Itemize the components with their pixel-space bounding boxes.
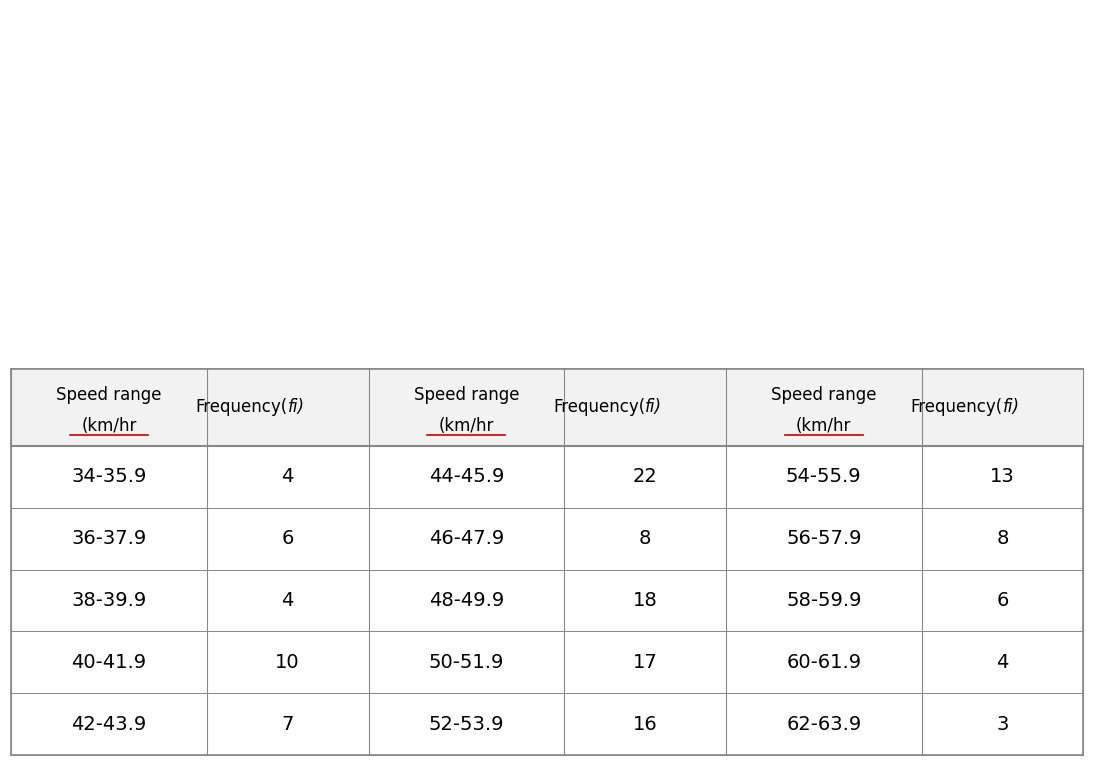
Text: 62-63.9: 62-63.9 [786,714,861,734]
Text: 22: 22 [632,467,658,486]
Text: 40-41.9: 40-41.9 [71,653,146,672]
Text: Speed range: Speed range [56,385,162,404]
Text: Frequency(: Frequency( [910,399,1003,416]
Text: 46-47.9: 46-47.9 [429,529,504,548]
Text: 4: 4 [281,591,294,610]
Text: 13: 13 [990,467,1015,486]
Text: 8: 8 [996,529,1009,548]
Text: (km/hr: (km/hr [796,417,851,435]
Text: 60-61.9: 60-61.9 [786,653,861,672]
Text: 18: 18 [632,591,658,610]
Text: (km/hr: (km/hr [82,417,136,435]
Text: 8: 8 [639,529,651,548]
Text: 56-57.9: 56-57.9 [786,529,861,548]
Text: Frequency(: Frequency( [553,399,645,416]
Text: 6: 6 [996,591,1009,610]
Text: 38-39.9: 38-39.9 [71,591,146,610]
Text: 34-35.9: 34-35.9 [71,467,146,486]
Text: Q/ In the vehicle speed test, the results are
given in the table below: Find
1. : Q/ In the vehicle speed test, the result… [28,18,689,204]
Text: 44-45.9: 44-45.9 [429,467,504,486]
Text: 16: 16 [632,714,658,734]
Text: fi): fi) [1003,399,1020,416]
Text: 42-43.9: 42-43.9 [71,714,146,734]
Text: Frequency(: Frequency( [195,399,288,416]
Text: fi): fi) [645,399,662,416]
Text: 36-37.9: 36-37.9 [71,529,146,548]
Text: 4: 4 [281,467,294,486]
Text: 6: 6 [281,529,294,548]
Text: 50-51.9: 50-51.9 [429,653,504,672]
Text: Speed range: Speed range [413,385,519,404]
Text: 48-49.9: 48-49.9 [429,591,504,610]
Text: (km/hr: (km/hr [439,417,494,435]
Bar [11,368,1083,446]
Text: 3: 3 [996,714,1009,734]
Text: Speed range: Speed range [771,385,877,404]
Text: 10: 10 [275,653,300,672]
Text: 4: 4 [996,653,1009,672]
Text: 7: 7 [281,714,294,734]
Text: fi): fi) [288,399,305,416]
Text: 58-59.9: 58-59.9 [786,591,861,610]
Text: 52-53.9: 52-53.9 [429,714,504,734]
Text: 54-55.9: 54-55.9 [786,467,861,486]
Text: 17: 17 [632,653,658,672]
